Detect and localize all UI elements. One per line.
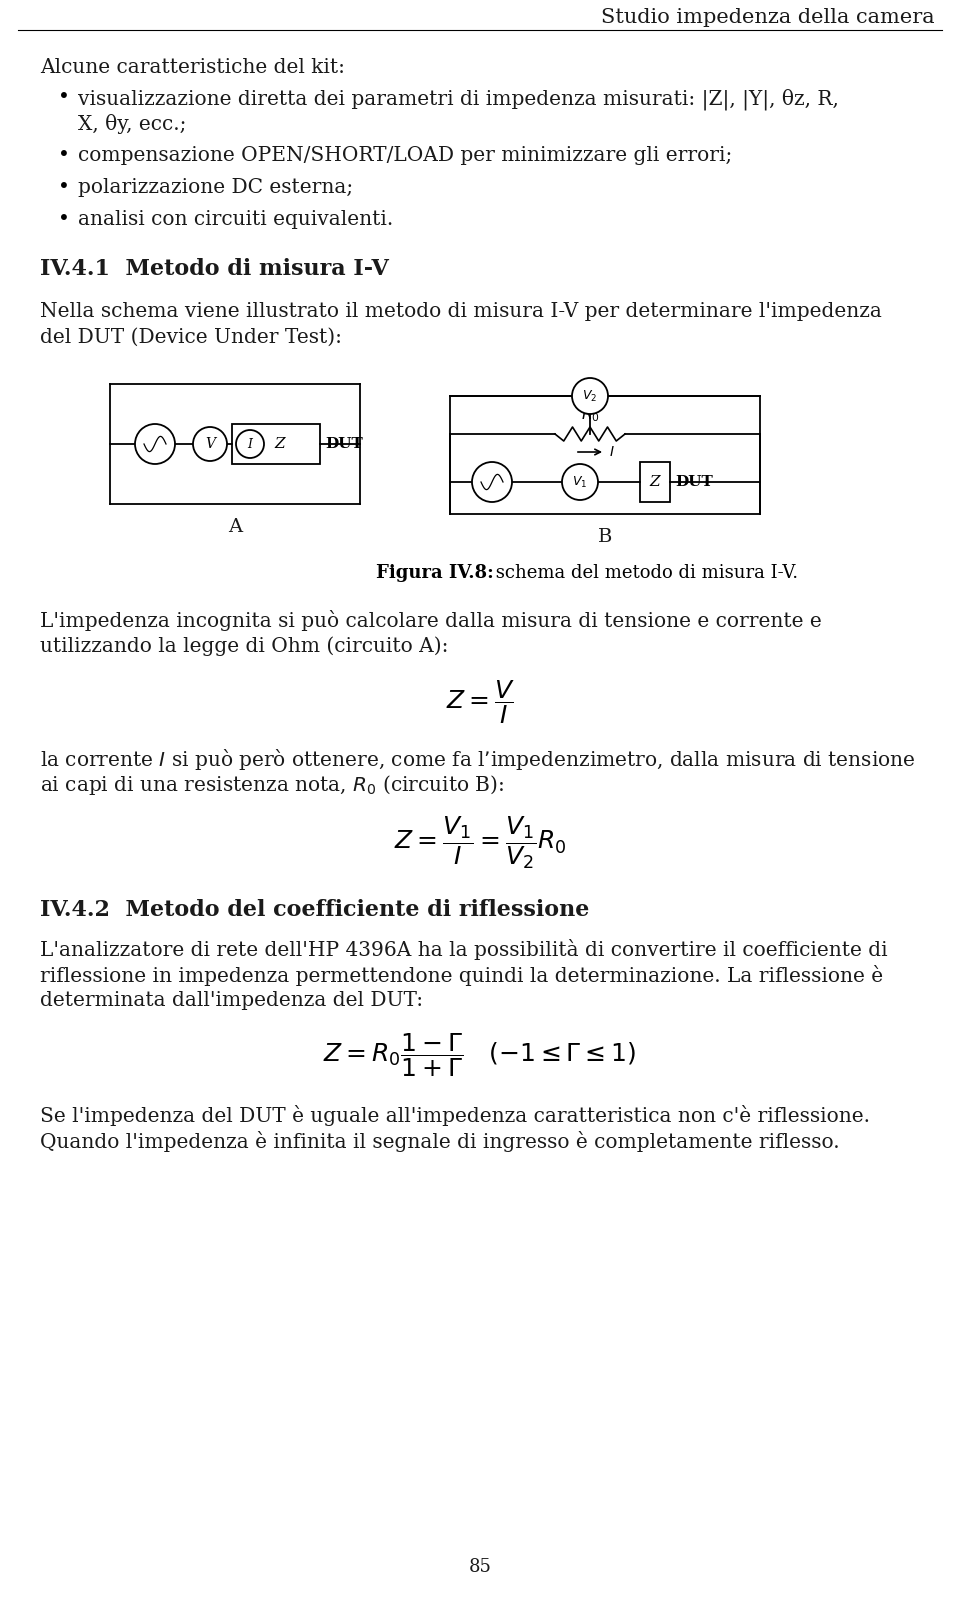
Text: $R_0$: $R_0$ <box>581 405 599 424</box>
Text: determinata dall'impedenza del DUT:: determinata dall'impedenza del DUT: <box>40 991 423 1011</box>
Text: utilizzando la legge di Ohm (circuito A):: utilizzando la legge di Ohm (circuito A)… <box>40 636 448 656</box>
Text: compensazione OPEN/SHORT/LOAD per minimizzare gli errori;: compensazione OPEN/SHORT/LOAD per minimi… <box>78 146 732 165</box>
Text: IV.4.2  Metodo del coefficiente di riflessione: IV.4.2 Metodo del coefficiente di rifles… <box>40 899 589 921</box>
Text: Figura IV.8:: Figura IV.8: <box>376 564 493 582</box>
Text: B: B <box>598 528 612 545</box>
Circle shape <box>193 427 227 461</box>
Text: Se l'impedenza del DUT è uguale all'impedenza caratteristica non c'è riflessione: Se l'impedenza del DUT è uguale all'impe… <box>40 1105 870 1126</box>
Text: •: • <box>58 209 70 229</box>
Text: polarizzazione DC esterna;: polarizzazione DC esterna; <box>78 177 353 197</box>
Text: $V_1$: $V_1$ <box>572 475 588 489</box>
Text: $V_2$: $V_2$ <box>583 389 597 403</box>
Text: DUT: DUT <box>675 475 712 489</box>
Text: •: • <box>58 88 70 107</box>
Text: V: V <box>205 437 215 451</box>
Text: •: • <box>58 146 70 165</box>
Text: I: I <box>248 438 252 451</box>
Circle shape <box>472 462 512 502</box>
Circle shape <box>572 377 608 414</box>
Bar <box>232 424 320 464</box>
Text: analisi con circuiti equivalenti.: analisi con circuiti equivalenti. <box>78 209 394 229</box>
Text: A: A <box>228 518 242 536</box>
Text: la corrente $I$ si può però ottenere, come fa l’impedenzimetro, dalla misura di : la corrente $I$ si può però ottenere, co… <box>40 747 916 772</box>
Text: L'impedenza incognita si può calcolare dalla misura di tensione e corrente e: L'impedenza incognita si può calcolare d… <box>40 609 822 632</box>
Text: visualizzazione diretta dei parametri di impedenza misurati: |Z|, |Y|, θz, R,: visualizzazione diretta dei parametri di… <box>78 88 839 109</box>
Circle shape <box>236 430 264 457</box>
Text: Quando l'impedenza è infinita il segnale di ingresso è completamente riflesso.: Quando l'impedenza è infinita il segnale… <box>40 1130 840 1151</box>
Text: $Z=\dfrac{V_1}{I}=\dfrac{V_1}{V_2}R_0$: $Z=\dfrac{V_1}{I}=\dfrac{V_1}{V_2}R_0$ <box>394 815 566 871</box>
Text: Nella schema viene illustrato il metodo di misura I-V per determinare l'impedenz: Nella schema viene illustrato il metodo … <box>40 302 882 321</box>
Bar <box>640 462 670 502</box>
Text: $Z=R_0\dfrac{1-\Gamma}{1+\Gamma}\quad(-1\leq\Gamma\leq 1)$: $Z=R_0\dfrac{1-\Gamma}{1+\Gamma}\quad(-1… <box>324 1031 636 1079</box>
Text: $I$: $I$ <box>609 445 614 459</box>
Text: Alcune caratteristiche del kit:: Alcune caratteristiche del kit: <box>40 58 345 77</box>
Text: $Z=\dfrac{V}{I}$: $Z=\dfrac{V}{I}$ <box>445 678 515 726</box>
Text: DUT: DUT <box>325 437 363 451</box>
Text: ai capi di una resistenza nota, $R_0$ (circuito B):: ai capi di una resistenza nota, $R_0$ (c… <box>40 772 504 796</box>
Text: del DUT (Device Under Test):: del DUT (Device Under Test): <box>40 328 342 347</box>
Text: riflessione in impedenza permettendone quindi la determinazione. La riflessione : riflessione in impedenza permettendone q… <box>40 966 883 987</box>
Text: schema del metodo di misura I-V.: schema del metodo di misura I-V. <box>490 564 798 582</box>
Text: L'analizzatore di rete dell'HP 4396A ha la possibilità di convertire il coeffici: L'analizzatore di rete dell'HP 4396A ha … <box>40 939 888 959</box>
Text: Z: Z <box>275 437 285 451</box>
Circle shape <box>135 424 175 464</box>
Text: •: • <box>58 177 70 197</box>
Text: Studio impedenza della camera: Studio impedenza della camera <box>601 8 935 27</box>
Text: IV.4.1  Metodo di misura I-V: IV.4.1 Metodo di misura I-V <box>40 257 389 280</box>
Text: Z: Z <box>650 475 660 489</box>
Circle shape <box>562 464 598 500</box>
Text: 85: 85 <box>468 1557 492 1577</box>
Text: X, θy, ecc.;: X, θy, ecc.; <box>78 114 186 134</box>
